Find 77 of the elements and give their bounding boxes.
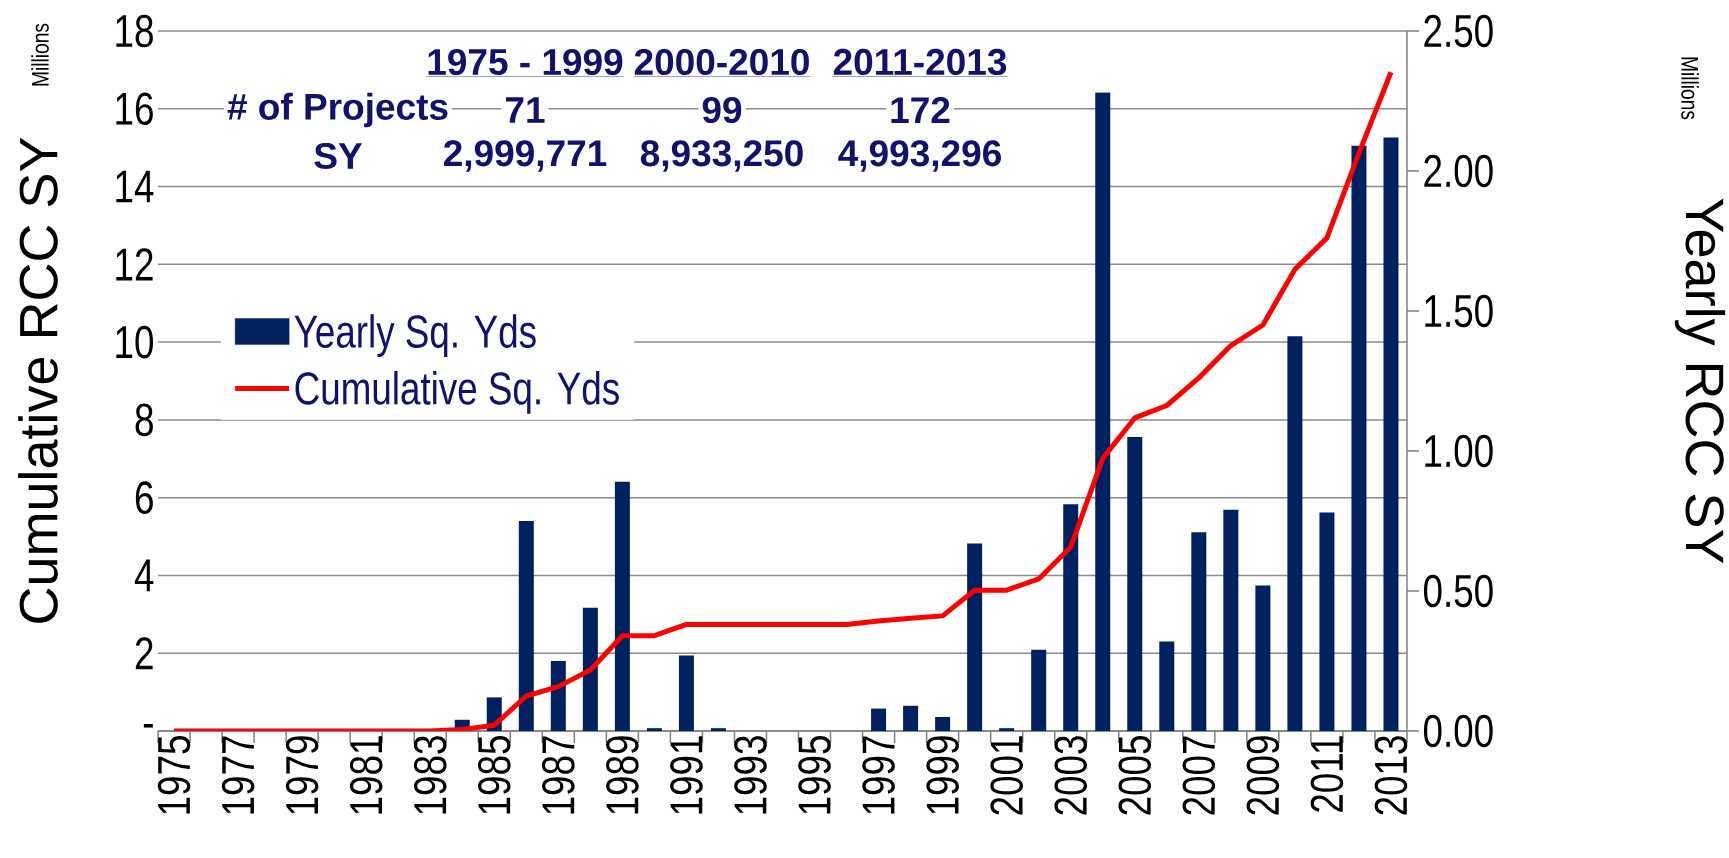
annotation: 2,999,771 (443, 140, 607, 172)
x-tick-label: 1989 (606, 736, 639, 814)
text: Millions (1681, 57, 1699, 120)
y-tick-label: 6 (135, 481, 153, 514)
bar (518, 520, 534, 731)
x-tick-label: 1985 (477, 736, 511, 814)
y-tick-label: 4 (134, 559, 154, 592)
annotation: 2011-2013 (833, 48, 1007, 76)
legend-label: Cumulative Sq. Yds (295, 370, 619, 414)
y-tick-label: 16 (116, 92, 153, 126)
annotation: 71 (506, 97, 545, 123)
bar (1127, 436, 1143, 731)
bar (1095, 92, 1111, 731)
bar (903, 705, 919, 731)
x-tick-label: 1975 (157, 736, 191, 814)
annotation: 99 (702, 96, 742, 124)
x-tick-label: 2001 (990, 736, 1023, 815)
bar (646, 728, 662, 731)
x-tick-label: 1991 (670, 736, 703, 814)
annotation: 172 (891, 97, 950, 123)
y2-tick-label: 0.50 (1423, 574, 1493, 608)
y2-tick-label: 2.50 (1424, 14, 1493, 48)
y-tick-label: 8 (135, 403, 153, 437)
x-tick-label: 1995 (798, 736, 831, 814)
legend-label: Yearly Sq. Yds (294, 314, 536, 358)
annotation: # of Projects (227, 92, 448, 128)
x-tick-label: 2009 (1246, 736, 1280, 815)
y-tick-label: - (143, 723, 153, 728)
text: Millions (31, 23, 49, 86)
annotation: 4,993,296 (838, 140, 1001, 172)
bar (1255, 585, 1271, 731)
bar (678, 655, 694, 731)
bar (582, 607, 598, 731)
bar (1287, 336, 1303, 731)
bar (1383, 137, 1399, 731)
x-tick-label: 2005 (1118, 736, 1152, 815)
y-tick-label: 14 (116, 170, 154, 203)
annotation: 2000-2010 (634, 48, 809, 76)
y-tick-label: 18 (116, 14, 153, 48)
x-tick-label: 2011 (1310, 736, 1344, 812)
bar (1159, 641, 1175, 731)
x-tick-label: 2007 (1182, 736, 1216, 815)
x-tick-label: 1997 (862, 736, 895, 814)
y2-tick-label: 2.00 (1424, 154, 1493, 188)
bar (1191, 532, 1207, 731)
bar (1319, 512, 1335, 731)
y-tick-label: 10 (116, 325, 154, 359)
bar (550, 660, 566, 731)
y2-tick-label: 0.00 (1423, 714, 1493, 748)
x-tick-label: 1999 (926, 736, 959, 814)
x-tick-label: 2013 (1374, 736, 1408, 815)
y2-tick-label: 1.00 (1425, 434, 1493, 468)
bar (1351, 145, 1367, 731)
bar (999, 728, 1015, 731)
x-tick-label: 1979 (285, 736, 319, 814)
x-tick-label: 1987 (542, 736, 575, 814)
bar (871, 708, 887, 731)
y-tick-label: 12 (116, 248, 153, 281)
x-tick-label: 2003 (1054, 736, 1088, 815)
bar (1223, 509, 1239, 731)
x-tick-label: 1981 (349, 736, 383, 814)
x-tick-label: 1983 (413, 736, 447, 814)
annotation: 8,933,250 (640, 140, 803, 172)
y-axis-title: Cumulative RCC SY (18, 137, 58, 623)
bar (1031, 649, 1047, 731)
bar (935, 716, 951, 731)
x-tick-label: 1977 (221, 736, 255, 814)
y2-axis-title: Yearly RCC SY (1674, 198, 1726, 564)
y-tick-label: 2 (135, 637, 153, 670)
bar (1063, 504, 1079, 731)
annotation: 1975 - 1999 (428, 48, 623, 76)
annotation: SY (314, 142, 363, 170)
y2-tick-label: 1.50 (1425, 294, 1493, 328)
bar (710, 728, 726, 731)
bar (967, 543, 983, 731)
bar (614, 481, 630, 731)
x-tick-label: 1993 (734, 736, 767, 814)
